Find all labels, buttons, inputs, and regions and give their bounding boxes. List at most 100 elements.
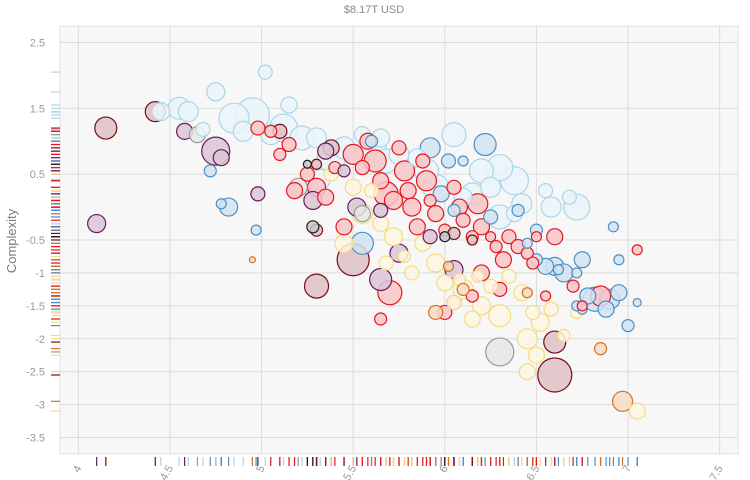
bubble-point[interactable] [151,101,171,122]
bubble-point[interactable] [428,304,444,321]
bubble-point[interactable] [391,140,407,156]
bubble-point[interactable] [521,287,533,299]
bubble-point[interactable] [299,166,315,182]
bubble-point[interactable] [94,116,118,140]
bubble-point[interactable] [305,127,328,149]
bubble-point[interactable] [494,251,513,269]
bubble-point[interactable] [436,274,454,292]
bubble-point[interactable] [257,64,273,80]
bubble-point[interactable] [501,268,517,284]
bubble-point[interactable] [471,296,492,316]
bubble-point[interactable] [337,164,351,178]
bubble-point[interactable] [302,159,312,169]
bubble-point[interactable] [597,300,615,318]
bubble-point[interactable] [489,239,503,254]
bubble-point[interactable] [557,328,571,343]
bubble-point[interactable] [364,134,379,148]
bubble-point[interactable] [631,244,643,256]
bubble-point[interactable] [539,290,552,302]
bubble-point[interactable] [576,300,588,312]
bubble-point[interactable] [383,190,404,211]
bubble-point[interactable] [215,198,227,210]
bubble-point[interactable] [310,158,323,170]
bubble-point[interactable] [250,120,266,136]
bubble-point[interactable] [607,221,619,233]
bubble-point[interactable] [527,346,546,364]
bubble-point[interactable] [250,224,262,236]
bubble-point[interactable] [446,179,462,195]
bubble-point[interactable] [342,143,364,165]
bubble-point[interactable] [466,234,478,246]
bubble-point[interactable] [87,213,107,234]
bubble-point[interactable] [463,310,481,328]
bubble-point[interactable] [488,304,512,328]
bubble-point[interactable] [593,342,608,356]
bubble-point[interactable] [206,82,226,102]
bubble-point[interactable] [250,186,266,202]
bubble-point[interactable] [473,132,497,157]
bubble-point[interactable] [621,319,635,333]
bubble-point[interactable] [442,260,455,272]
bubble-point[interactable] [611,390,634,412]
bubble-point[interactable] [439,231,451,243]
bubble-point[interactable] [232,120,254,142]
bubble-point[interactable] [483,209,499,225]
bubble-point[interactable] [427,205,445,223]
bubble-point[interactable] [471,269,485,283]
bubble-point[interactable] [485,231,497,243]
bubble-point[interactable] [415,153,431,169]
bubble-point[interactable] [402,197,422,217]
bubble-point[interactable] [369,267,393,292]
bubble-point[interactable] [350,231,374,255]
bubble-point[interactable] [465,289,479,303]
bubble-point[interactable] [363,183,380,199]
bubble-point[interactable] [415,170,438,192]
bubble-point[interactable] [408,218,426,236]
bubble-point[interactable] [441,122,467,148]
bubble-point[interactable] [177,100,199,123]
bubble-point[interactable] [281,136,297,153]
bubble-point[interactable] [317,188,335,206]
bubble-point[interactable] [397,249,412,264]
bubble-point[interactable] [472,218,491,236]
bubble-point[interactable] [501,229,517,245]
bubble-point[interactable] [571,267,583,279]
bubble-point[interactable] [280,96,298,114]
bubble-point[interactable] [546,228,564,246]
bubble-point[interactable] [383,227,404,247]
bubble-point[interactable] [374,312,388,326]
bubble-point[interactable] [440,153,457,169]
bubble-point[interactable] [540,196,562,218]
bubble-point[interactable] [632,297,642,308]
bubble-point[interactable] [610,284,628,302]
bubble-point[interactable] [511,203,525,217]
bubble-point[interactable] [203,164,217,178]
bubble-point[interactable] [422,229,438,245]
bubble-point[interactable] [423,193,437,208]
bubble-point[interactable] [306,220,320,234]
bubble-point[interactable] [373,202,389,218]
bubble-point[interactable] [485,337,515,367]
bubble-point[interactable] [317,142,335,160]
bubble-point[interactable] [212,149,230,167]
bubble-point[interactable] [543,301,559,317]
bubble-point[interactable] [480,176,502,198]
bubble-point[interactable] [521,237,533,249]
bubble-point[interactable] [404,265,420,281]
bubble-point[interactable] [561,189,578,205]
bubble-point[interactable] [393,160,416,182]
bubble-point[interactable] [457,155,469,167]
bubble-point[interactable] [628,402,646,420]
bubble-point[interactable] [335,218,353,236]
bubble-point[interactable] [526,256,540,270]
bubble-point[interactable] [518,363,536,381]
bubble-point[interactable] [378,255,394,271]
bubble-point[interactable] [456,282,470,296]
bubble-point[interactable] [566,279,580,293]
bubble-point[interactable] [354,159,370,176]
bubble-point[interactable] [525,304,541,321]
bubble-point[interactable] [537,183,554,199]
bubble-point[interactable] [195,121,211,137]
bubble-point[interactable] [447,203,461,217]
bubble-point[interactable] [579,287,597,305]
